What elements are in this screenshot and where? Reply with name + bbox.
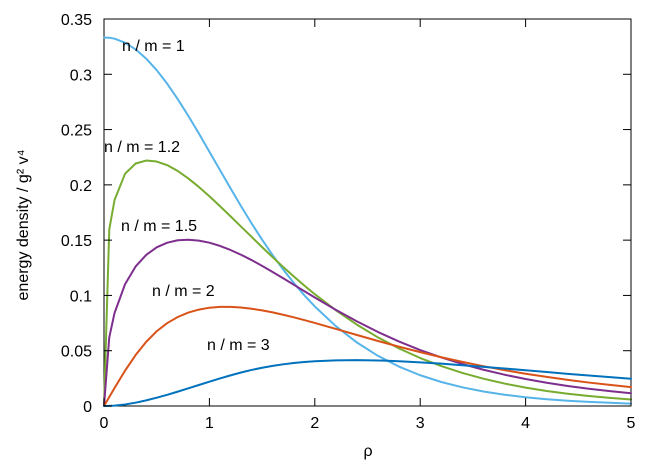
series-line [103,305,632,407]
series-label: n / m = 1 [122,38,185,55]
x-tick-label: 4 [521,415,530,432]
x-tick-label: 2 [310,415,319,432]
plot-area [103,18,632,407]
series-labels: n / m = 1 n / m = 1.2 n / m = 1.5 n / m = 2… [104,38,270,354]
y-tick-label: 0.2 [70,178,92,195]
y-tick-label: 0.15 [61,233,92,250]
y-tick-label: 0.05 [61,344,92,361]
series-label: n / m = 2 [152,283,215,300]
y-tick-label: 0.1 [70,288,92,305]
series-lines [103,36,632,407]
y-tick-label: 0.25 [61,123,92,140]
series-line [103,359,632,407]
x-axis-title: ρ [363,443,372,460]
x-tick-label: 1 [205,415,214,432]
y-axis-title: energy density / g² v⁴ [15,149,32,300]
series-line [103,36,632,405]
x-tick-label: 3 [416,415,425,432]
series-line [103,238,632,407]
series-line [103,159,632,407]
y-tick-label: 0 [83,399,92,416]
series-label: n / m = 1.2 [104,139,180,156]
x-tick-label: 0 [100,415,109,432]
y-tick-label: 0.35 [61,12,92,29]
series-label: n / m = 3 [207,337,270,354]
axis-ticks: 0 1 2 3 4 5 0 0.05 0.1 0.15 0.2 0.25 0.3 0.35 [61,12,636,432]
plot-frame [103,18,632,407]
x-tick-label: 5 [627,415,636,432]
y-tick-label: 0.3 [70,67,92,84]
series-label: n / m = 1.5 [121,218,197,235]
